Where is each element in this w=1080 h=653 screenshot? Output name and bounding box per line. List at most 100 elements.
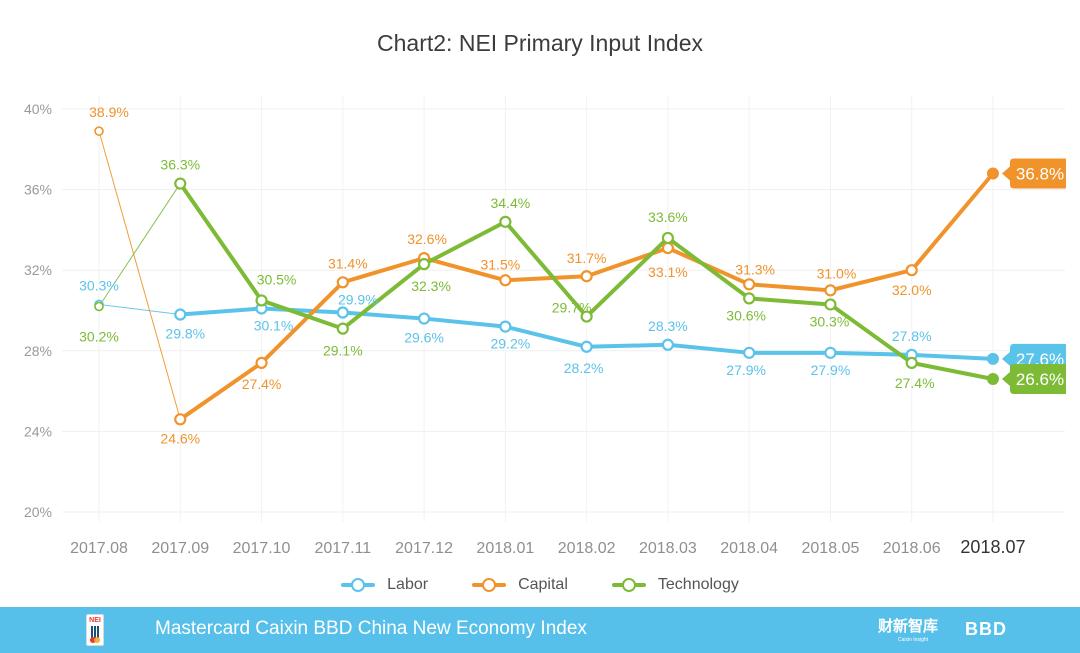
technology-value-label: 34.4% [490, 195, 530, 211]
capital-value-label: 27.4% [242, 376, 282, 392]
nei-logo-bars [91, 626, 99, 638]
line-chart: 20% 24% 28% 32% 36% 40% 2017.08 2017.09 2017.10 2… [24, 96, 1066, 557]
caixin-brand-sub: Caixin Insight [898, 637, 929, 643]
labor-value-label: 29.6% [404, 330, 444, 346]
technology-point [824, 298, 837, 311]
capital-value-label: 32.6% [407, 231, 447, 247]
x-tick-label: 2018.06 [883, 540, 941, 557]
x-tick-label: 2017.10 [233, 540, 291, 557]
technology-value-label: 30.6% [726, 307, 766, 323]
capital-point [94, 126, 104, 136]
labor-point [661, 338, 674, 351]
technology-point-final [986, 373, 999, 386]
labor-point [580, 340, 593, 353]
legend-item-technology[interactable]: Technology [611, 576, 739, 594]
labor-value-label: 28.3% [648, 318, 688, 334]
capital-final-label: 36.8% [1016, 164, 1064, 183]
labor-point [499, 320, 512, 333]
y-tick-label: 28% [24, 343, 52, 359]
x-tick-label: 2018.02 [558, 540, 616, 557]
labor-point-final [986, 352, 999, 365]
nei-logo-icon: NEI [86, 614, 104, 646]
chart-title: Chart2: NEI Primary Input Index [377, 30, 703, 56]
capital-point [661, 241, 674, 255]
capital-value-label: 31.0% [817, 265, 857, 281]
labor-value-label: 30.3% [79, 277, 119, 293]
x-tick-label: 2017.12 [395, 540, 453, 557]
x-tick-label: 2018.03 [639, 540, 697, 557]
x-tick-label: 2017.09 [151, 540, 209, 557]
labor-point [417, 312, 431, 325]
capital-point-final [986, 167, 999, 180]
caixin-brand: 财新智库 [878, 618, 939, 635]
y-tick-label: 32% [24, 262, 52, 278]
capital-point [580, 270, 593, 283]
footer-title: Mastercard Caixin BBD China New Economy … [155, 618, 587, 639]
technology-value-label: 30.5% [257, 271, 297, 287]
technology-point [174, 177, 187, 190]
capital-value-label: 31.3% [735, 261, 775, 277]
x-tick-label: 2018.05 [802, 540, 860, 557]
legend-swatch-technology-icon [611, 578, 646, 592]
capital-value-label: 38.9% [89, 104, 129, 120]
capital-point [499, 274, 512, 287]
capital-point [336, 276, 349, 289]
capital-value-label: 24.6% [160, 430, 200, 446]
technology-point [743, 292, 756, 305]
legend-item-labor[interactable]: Labor [341, 576, 428, 594]
labor-point [336, 306, 349, 319]
technology-point [255, 294, 268, 307]
technology-value-label: 33.6% [648, 209, 688, 225]
labor-value-label: 29.9% [338, 292, 378, 308]
capital-value-label: 31.7% [567, 250, 607, 266]
capital-first-segment [98, 131, 181, 420]
mastercard-logo-icon [90, 637, 101, 643]
labor-value-label: 28.2% [564, 360, 604, 376]
technology-value-label: 30.2% [79, 328, 119, 344]
labor-value-label: 27.9% [811, 362, 851, 378]
y-tick-label: 24% [24, 423, 52, 439]
legend-item-capital[interactable]: Capital [472, 576, 568, 594]
labor-value-label: 27.9% [726, 362, 766, 378]
capital-value-label: 33.1% [648, 264, 688, 280]
technology-point [94, 301, 104, 312]
technology-value-label: 32.3% [411, 278, 451, 294]
x-tick-label: 2018.07 [960, 537, 1025, 557]
capital-value-label: 31.5% [480, 256, 520, 272]
legend-swatch-labor-icon [341, 578, 376, 592]
legend-label-technology: Technology [657, 576, 739, 593]
capital-final-callout [1001, 158, 1066, 189]
technology-point [499, 215, 512, 228]
capital-point [905, 264, 918, 277]
labor-point [824, 346, 837, 359]
y-tick-label: 40% [24, 101, 52, 117]
labor-point [174, 308, 187, 321]
technology-final-label: 26.6% [1016, 370, 1064, 389]
labor-value-label: 27.8% [892, 328, 932, 344]
legend-label-labor: Labor [387, 576, 429, 593]
technology-first-segment [98, 183, 181, 307]
technology-point [905, 356, 918, 369]
nei-logo-text: NEI [89, 617, 101, 624]
legend: Labor Capital Technology [0, 576, 1080, 594]
technology-value-label: 27.4% [895, 375, 935, 391]
capital-value-label: 31.4% [328, 255, 368, 271]
capital-point [824, 284, 837, 297]
labor-value-label: 30.1% [254, 317, 294, 333]
technology-value-label: 29.1% [323, 343, 363, 359]
y-tick-label: 36% [24, 182, 52, 198]
technology-value-label: 30.3% [810, 313, 850, 329]
labor-value-label: 29.8% [165, 326, 205, 342]
capital-value-label: 32.0% [892, 282, 932, 298]
technology-point [336, 322, 349, 335]
x-tick-label: 2018.04 [720, 540, 778, 557]
legend-label-capital: Capital [518, 576, 568, 593]
labor-first-segment [98, 303, 181, 316]
x-tick-label: 2018.01 [476, 540, 534, 557]
y-tick-label: 20% [24, 504, 52, 520]
technology-point [417, 258, 431, 271]
capital-point [174, 413, 187, 426]
x-tick-label: 2017.08 [70, 540, 128, 557]
x-tick-label: 2017.11 [314, 540, 371, 557]
technology-value-label: 36.3% [160, 157, 200, 173]
